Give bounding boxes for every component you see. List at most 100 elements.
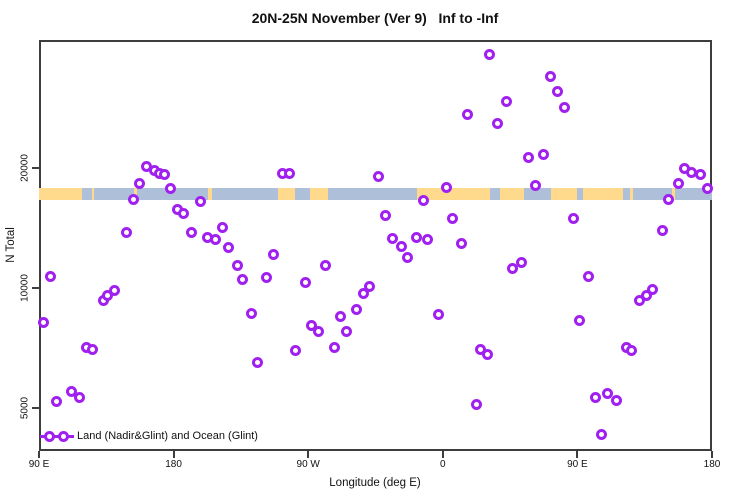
map-band-segment-land — [277, 188, 295, 201]
data-point — [537, 149, 549, 161]
x-axis-tick — [307, 451, 310, 458]
data-point — [109, 285, 121, 297]
data-point — [482, 349, 494, 361]
legend-line — [40, 435, 74, 438]
data-point — [544, 70, 556, 82]
data-point — [492, 118, 504, 130]
data-point — [121, 226, 133, 238]
map-band-segment-land — [499, 188, 524, 201]
data-point — [268, 249, 280, 261]
data-point — [335, 311, 347, 323]
data-point — [222, 242, 234, 254]
y-axis-tick-label: 20000 — [19, 154, 31, 182]
data-point — [358, 288, 370, 300]
data-point — [159, 168, 171, 180]
data-point — [380, 210, 392, 221]
y-axis-tick — [32, 407, 39, 409]
data-point — [134, 177, 146, 189]
x-axis-tick-label: 90 E — [28, 459, 50, 470]
data-point — [602, 387, 614, 399]
data-point — [260, 271, 272, 283]
data-point — [387, 233, 399, 245]
x-axis-tick — [576, 451, 579, 458]
data-point — [245, 307, 257, 319]
map-band-segment-land — [39, 188, 83, 201]
data-point — [702, 182, 714, 194]
data-point — [422, 234, 434, 246]
data-point — [672, 177, 684, 189]
legend-label: Land (Nadir&Glint) and Ocean (Glint) — [77, 430, 258, 442]
x-axis-tick — [441, 451, 444, 458]
map-band-segment-land — [207, 188, 212, 201]
data-point — [290, 345, 302, 357]
x-axis-tick-label: 90 W — [296, 459, 320, 470]
data-point — [441, 181, 453, 193]
x-axis-tick-label: 180 — [165, 459, 182, 470]
data-point — [506, 262, 518, 274]
data-point — [216, 221, 228, 233]
data-point — [102, 290, 114, 302]
data-point — [483, 48, 495, 60]
map-band — [39, 188, 712, 201]
data-point — [231, 259, 243, 271]
x-axis-tick-label: 180 — [703, 459, 721, 470]
data-point — [694, 168, 706, 180]
data-point — [74, 392, 86, 404]
data-point — [320, 259, 332, 271]
data-point — [432, 309, 444, 321]
data-point — [567, 213, 579, 225]
x-axis-tick-label: 0 — [440, 459, 446, 470]
data-point — [37, 316, 49, 328]
x-axis-tick — [38, 451, 40, 458]
data-point — [522, 152, 534, 164]
data-point — [529, 179, 541, 191]
data-point — [283, 167, 295, 179]
data-point — [87, 344, 99, 356]
data-point — [350, 304, 362, 316]
data-point — [186, 226, 198, 238]
data-point — [447, 213, 459, 225]
data-point — [574, 315, 586, 327]
legend-marker-icon — [44, 430, 55, 442]
data-point — [611, 394, 623, 406]
legend-marker-icon — [58, 430, 69, 442]
x-axis-tick — [172, 451, 175, 458]
data-point — [209, 234, 221, 246]
x-axis-title: Longitude (deg E) — [329, 477, 421, 489]
y-axis-title: N Total — [5, 227, 17, 263]
data-point — [662, 193, 674, 205]
data-point — [641, 290, 653, 302]
map-band-segment-land — [92, 188, 95, 201]
y-axis-tick-label: 5000 — [19, 396, 31, 420]
map-band-segment-land — [551, 188, 577, 201]
y-axis-tick — [32, 167, 39, 169]
data-point — [515, 256, 527, 268]
data-point — [455, 238, 467, 250]
data-point — [589, 392, 601, 404]
y-axis-tick-label: 10000 — [19, 274, 31, 302]
data-point — [252, 357, 264, 369]
data-point — [340, 326, 352, 338]
y-axis-tick — [32, 287, 39, 289]
chart-title: 20N-25N November (Ver 9) Inf to -Inf — [251, 10, 499, 26]
data-point — [417, 194, 429, 206]
data-point — [396, 241, 408, 253]
data-point — [127, 193, 139, 205]
data-point — [582, 270, 594, 282]
data-point — [66, 385, 78, 397]
data-point — [44, 270, 56, 282]
data-point — [299, 276, 311, 288]
map-band-segment-land — [630, 188, 634, 201]
data-point — [373, 171, 385, 183]
data-point — [410, 231, 422, 243]
data-point — [313, 325, 325, 337]
data-point — [596, 428, 608, 440]
map-band-segment-land — [309, 188, 328, 201]
map-band-segment-land — [672, 188, 676, 201]
data-point — [164, 182, 176, 194]
data-point — [461, 108, 473, 120]
data-point — [559, 102, 571, 114]
data-point — [328, 341, 340, 353]
data-point — [626, 345, 638, 357]
